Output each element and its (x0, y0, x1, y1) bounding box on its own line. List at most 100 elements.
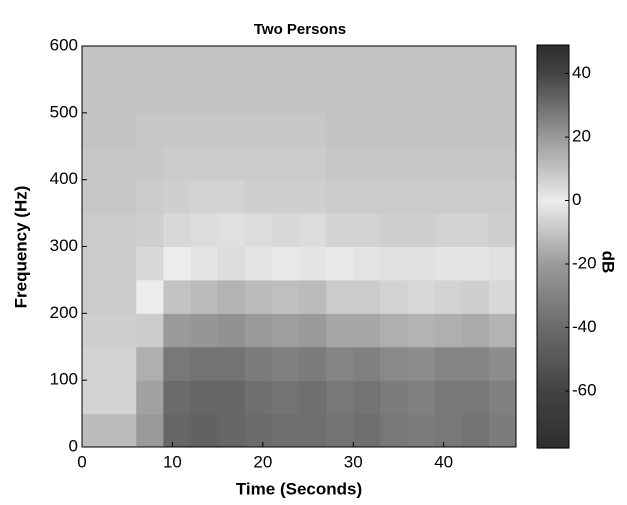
heatmap-cell (245, 380, 273, 414)
colorbar-tick-label: -40 (572, 317, 597, 336)
heatmap-cell (272, 113, 300, 147)
heatmap-cell (462, 46, 490, 80)
heatmap-cell (353, 213, 381, 247)
heatmap-cell (272, 247, 300, 281)
heatmap-cell (163, 247, 191, 281)
heatmap-cell (82, 347, 110, 381)
heatmap-cell (299, 313, 327, 347)
heatmap-cell (435, 46, 463, 80)
heatmap-cell (380, 46, 408, 80)
heatmap-cell (435, 180, 463, 214)
y-tick-label: 0 (69, 436, 78, 455)
heatmap-cell (489, 380, 517, 414)
heatmap-cell (353, 79, 381, 113)
heatmap-cell (489, 79, 517, 113)
heatmap-cell (299, 414, 327, 448)
heatmap-cell (380, 247, 408, 281)
heatmap-cell (408, 347, 436, 381)
y-axis-label: Frequency (Hz) (11, 186, 30, 309)
heatmap-cell (109, 180, 137, 214)
heatmap-cell (272, 414, 300, 448)
heatmap-cell (109, 380, 137, 414)
heatmap-cell (299, 280, 327, 314)
heatmap-cell (191, 280, 219, 314)
heatmap-cell (462, 79, 490, 113)
heatmap-cell (489, 113, 517, 147)
heatmap-cell (326, 146, 354, 180)
heatmap-cell (191, 180, 219, 214)
heatmap-cell (245, 180, 273, 214)
heatmap-cell (218, 213, 246, 247)
heatmap-cell (489, 247, 517, 281)
heatmap-cell (408, 79, 436, 113)
heatmap-cell (380, 380, 408, 414)
x-tick-label: 40 (434, 452, 453, 471)
heatmap-cell (489, 46, 517, 80)
heatmap-cell (136, 347, 164, 381)
colorbar-tick-label: 20 (572, 127, 591, 146)
heatmap-cell (109, 46, 137, 80)
heatmap-cell (163, 113, 191, 147)
heatmap-cell (326, 79, 354, 113)
heatmap-cell (191, 146, 219, 180)
heatmap-cell (218, 347, 246, 381)
heatmap-cell (163, 380, 191, 414)
heatmap-cell (109, 113, 137, 147)
heatmap-cell (109, 146, 137, 180)
heatmap-cell (462, 113, 490, 147)
heatmap-cell (136, 113, 164, 147)
heatmap-cell (353, 347, 381, 381)
heatmap-cell (435, 213, 463, 247)
heatmap-cell (245, 414, 273, 448)
heatmap-cell (218, 46, 246, 80)
heatmap-cell (299, 79, 327, 113)
x-tick-label: 30 (344, 452, 363, 471)
heatmap-cell (353, 46, 381, 80)
heatmap-cell (191, 46, 219, 80)
heatmap-cell (435, 79, 463, 113)
heatmap-cell (380, 414, 408, 448)
heatmap-cell (299, 247, 327, 281)
heatmap-cell (353, 380, 381, 414)
heatmap-cell (489, 347, 517, 381)
heatmap-cell (299, 213, 327, 247)
heatmap-cell (326, 46, 354, 80)
heatmap-cell (380, 113, 408, 147)
heatmap-cell (353, 146, 381, 180)
heatmap-cell (82, 79, 110, 113)
heatmap-cell (380, 280, 408, 314)
heatmap-cell (136, 213, 164, 247)
heatmap-cell (408, 113, 436, 147)
heatmap-cell (136, 313, 164, 347)
heatmap-cell (353, 280, 381, 314)
y-tick-label: 300 (50, 236, 78, 255)
heatmap-cell (272, 46, 300, 80)
heatmap-cell (435, 380, 463, 414)
heatmap-cell (245, 79, 273, 113)
colorbar-tick-label: 0 (572, 190, 581, 209)
heatmap-cell (408, 280, 436, 314)
heatmap-cell (380, 146, 408, 180)
heatmap-cell (109, 213, 137, 247)
heatmap-cell (136, 79, 164, 113)
heatmap-cell (218, 380, 246, 414)
heatmap-cell (299, 347, 327, 381)
heatmap-cell (435, 414, 463, 448)
heatmap-cell (435, 347, 463, 381)
y-tick-label: 200 (50, 303, 78, 322)
heatmap-cell (191, 313, 219, 347)
heatmap-cell (326, 113, 354, 147)
heatmap-cell (462, 146, 490, 180)
heatmap-cell (272, 380, 300, 414)
heatmap-cell (299, 380, 327, 414)
heatmap-cell (163, 280, 191, 314)
heatmap-cell (462, 380, 490, 414)
heatmap-cell (82, 247, 110, 281)
heatmap-cell (408, 146, 436, 180)
heatmap-cell (245, 213, 273, 247)
heatmap-cell (136, 146, 164, 180)
heatmap-cell (380, 213, 408, 247)
heatmap-cell (326, 414, 354, 448)
heatmap-cell (109, 79, 137, 113)
heatmap-cell (82, 213, 110, 247)
